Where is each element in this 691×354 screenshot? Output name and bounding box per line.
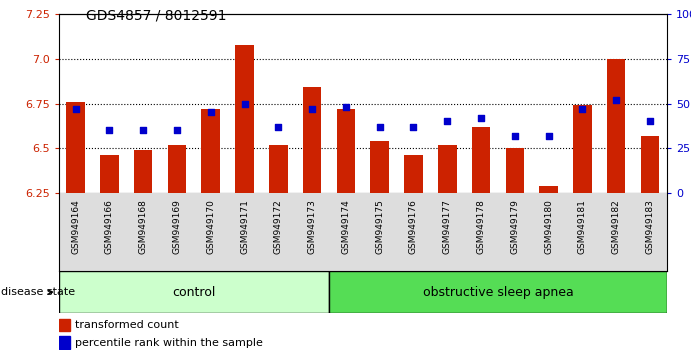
Text: disease state: disease state	[1, 287, 75, 297]
Bar	[202, 109, 220, 193]
Text: GSM949169: GSM949169	[173, 199, 182, 254]
Text: percentile rank within the sample: percentile rank within the sample	[75, 338, 263, 348]
Text: GSM949176: GSM949176	[409, 199, 418, 254]
Bar	[472, 127, 491, 193]
Point	[138, 127, 149, 133]
Text: GSM949166: GSM949166	[105, 199, 114, 254]
Point	[205, 110, 216, 115]
Bar	[134, 150, 153, 193]
Bar	[269, 145, 287, 193]
Text: GSM949180: GSM949180	[544, 199, 553, 254]
Text: GSM949182: GSM949182	[612, 199, 621, 254]
Text: GSM949173: GSM949173	[307, 199, 316, 254]
Point	[307, 106, 318, 112]
Point	[645, 119, 656, 124]
Bar	[506, 148, 524, 193]
Bar	[66, 102, 85, 193]
Bar	[607, 59, 625, 193]
Text: GSM949175: GSM949175	[375, 199, 384, 254]
Point	[104, 127, 115, 133]
Point	[374, 124, 385, 130]
Text: GSM949174: GSM949174	[341, 199, 350, 254]
Point	[543, 133, 554, 138]
Text: GSM949177: GSM949177	[443, 199, 452, 254]
Bar	[59, 336, 70, 349]
Point	[509, 133, 520, 138]
Text: GSM949178: GSM949178	[477, 199, 486, 254]
Point	[611, 97, 622, 103]
Text: GSM949168: GSM949168	[139, 199, 148, 254]
Point	[408, 124, 419, 130]
Bar	[235, 45, 254, 193]
Text: obstructive sleep apnea: obstructive sleep apnea	[422, 286, 574, 298]
Point	[273, 124, 284, 130]
Text: GSM949170: GSM949170	[206, 199, 216, 254]
Point	[171, 127, 182, 133]
Text: GSM949181: GSM949181	[578, 199, 587, 254]
Bar	[168, 145, 187, 193]
Point	[70, 106, 81, 112]
Bar	[337, 109, 355, 193]
Bar	[59, 271, 329, 313]
Text: GSM949171: GSM949171	[240, 199, 249, 254]
Bar	[641, 136, 659, 193]
Text: GDS4857 / 8012591: GDS4857 / 8012591	[86, 9, 227, 23]
Point	[442, 119, 453, 124]
Bar	[370, 141, 389, 193]
Point	[577, 106, 588, 112]
Text: transformed count: transformed count	[75, 320, 179, 330]
Point	[239, 101, 250, 107]
Text: GSM949172: GSM949172	[274, 199, 283, 254]
Point	[475, 115, 486, 121]
Text: GSM949179: GSM949179	[510, 199, 520, 254]
Text: GSM949183: GSM949183	[645, 199, 654, 254]
Bar	[573, 105, 591, 193]
Bar	[329, 271, 667, 313]
Bar	[438, 145, 457, 193]
Bar	[100, 155, 119, 193]
Bar	[303, 87, 321, 193]
Text: GSM949164: GSM949164	[71, 199, 80, 254]
Point	[341, 104, 352, 110]
Bar	[539, 186, 558, 193]
Bar	[404, 155, 423, 193]
Text: control: control	[172, 286, 216, 298]
Bar	[59, 319, 70, 331]
